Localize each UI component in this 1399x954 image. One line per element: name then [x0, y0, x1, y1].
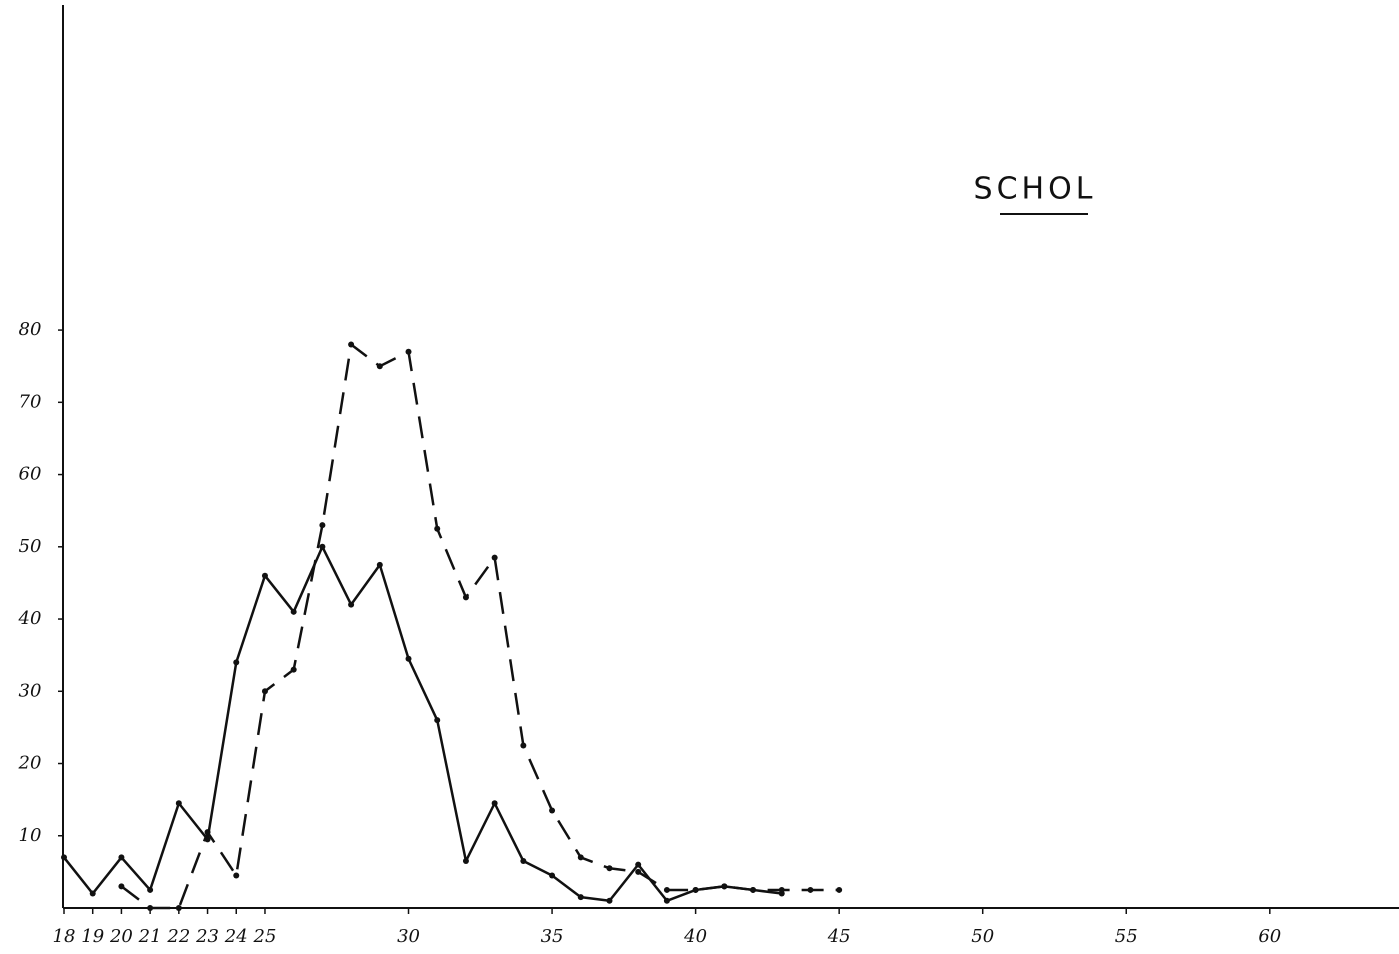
data-point — [405, 655, 412, 662]
data-point — [290, 608, 297, 615]
data-point — [348, 341, 355, 348]
data-point — [462, 594, 469, 601]
data-point — [434, 717, 441, 724]
data-point — [606, 897, 613, 904]
data-point — [577, 894, 584, 901]
data-point — [577, 854, 584, 861]
x-tick-label: 30 — [397, 926, 420, 947]
data-point — [606, 865, 613, 872]
y-tick-label: 50 — [19, 536, 42, 557]
data-point — [549, 807, 556, 814]
x-tick-label: 35 — [541, 926, 564, 947]
data-point — [118, 854, 125, 861]
data-point — [261, 572, 268, 579]
y-tick-label: 10 — [19, 825, 42, 846]
x-tick-label: 22 — [166, 926, 190, 947]
data-point — [462, 858, 469, 865]
data-point — [175, 905, 182, 911]
data-point — [319, 522, 326, 529]
data-point — [261, 688, 268, 695]
data-point — [434, 525, 441, 532]
data-point — [319, 543, 326, 550]
x-tick-label: 25 — [253, 926, 277, 947]
x-tick-label: 23 — [195, 926, 219, 947]
x-tick-label: 20 — [109, 926, 133, 947]
data-point — [692, 886, 699, 893]
data-point — [520, 742, 527, 749]
data-point — [147, 905, 154, 911]
chart-title: SCHOL — [974, 172, 1097, 207]
series-line — [120, 343, 840, 910]
data-point — [750, 886, 757, 893]
data-point — [549, 872, 556, 879]
data-point — [836, 886, 843, 893]
data-point — [663, 897, 670, 904]
data-point — [290, 666, 297, 673]
x-tick-label: 19 — [81, 926, 104, 947]
data-point — [233, 659, 240, 666]
y-tick-label: 60 — [19, 464, 42, 485]
series-line — [63, 545, 782, 903]
data-point — [807, 886, 814, 893]
data-point — [376, 363, 383, 370]
data-point — [233, 872, 240, 879]
x-tick-label: 24 — [224, 926, 248, 947]
data-point — [778, 886, 785, 893]
data-point — [405, 348, 412, 355]
y-tick-label: 70 — [19, 391, 42, 412]
data-point — [348, 601, 355, 608]
x-tick-label: 21 — [138, 926, 162, 947]
data-point — [520, 858, 527, 865]
data-point — [635, 868, 642, 875]
y-tick-label: 80 — [19, 319, 42, 340]
x-tick-label: 18 — [53, 926, 76, 947]
x-tick-label: 40 — [683, 926, 707, 947]
data-point — [721, 883, 728, 890]
y-tick-label: 40 — [18, 608, 42, 629]
data-point — [175, 800, 182, 807]
data-point — [89, 890, 96, 897]
data-point — [118, 883, 125, 890]
data-point — [376, 561, 383, 568]
data-point — [147, 886, 154, 893]
x-tick-label: 55 — [1115, 926, 1138, 947]
y-tick-label: 30 — [19, 680, 42, 701]
x-tick-label: 50 — [971, 926, 994, 947]
data-point — [663, 886, 670, 893]
data-point — [635, 861, 642, 868]
x-tick-label: 60 — [1258, 926, 1281, 947]
data-point — [61, 854, 67, 861]
x-tick-label: 45 — [827, 926, 851, 947]
y-tick-label: 20 — [18, 753, 42, 774]
data-point — [204, 829, 211, 836]
data-point — [491, 554, 498, 561]
data-point — [491, 800, 498, 807]
